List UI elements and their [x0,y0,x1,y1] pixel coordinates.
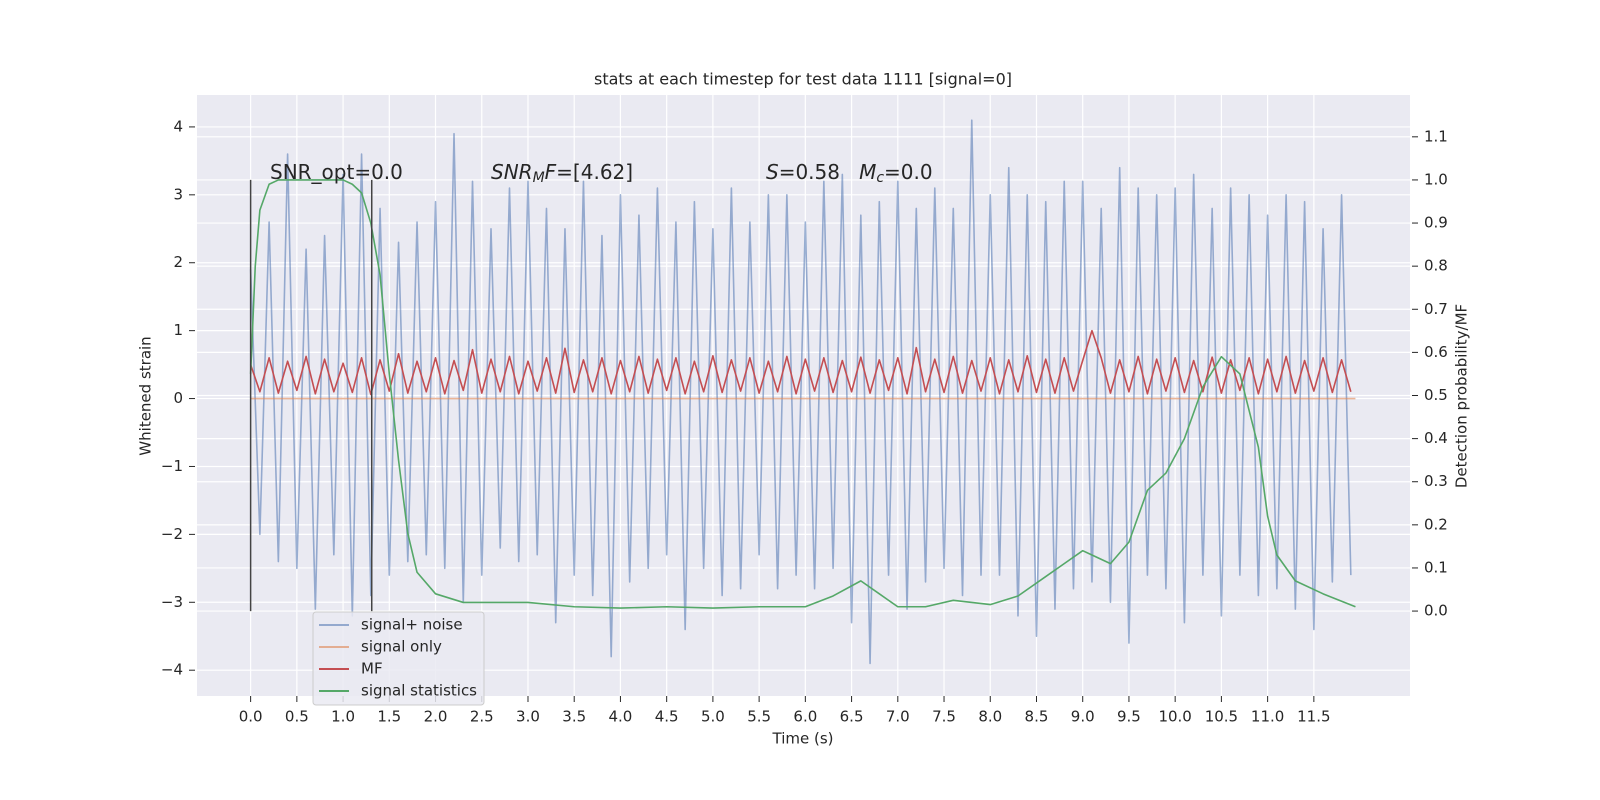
x-tick-label: 5.5 [747,708,771,726]
chart-title: stats at each timestep for test data 111… [594,70,1012,89]
x-tick-label: 3.5 [562,708,586,726]
x-tick-label: 0.0 [239,708,263,726]
legend-label: MF [361,660,383,678]
x-tick-label: 11.5 [1297,708,1330,726]
x-tick-label: 10.5 [1205,708,1238,726]
y-tick-label: 4 [173,117,183,135]
x-tick-label: 2.0 [424,708,448,726]
y2-tick-label: 0.5 [1424,386,1448,404]
x-tick-label: 6.0 [793,708,817,726]
y2-tick-label: 0.4 [1424,429,1448,447]
x-tick-label: 9.5 [1117,708,1141,726]
annotation-part: =0.58 [779,160,859,184]
x-tick-label: 8.0 [978,708,1002,726]
y2-tick-label: 0.1 [1424,558,1448,576]
annotation-part: =0.0 [884,160,933,184]
y2-tick-label: 1.1 [1424,127,1448,145]
y-axis-label: Whitened strain [137,336,155,455]
annotation-part: M [533,170,545,186]
x-tick-label: 4.0 [609,708,633,726]
series-line [249,179,1356,609]
x-tick-label: 7.5 [932,708,956,726]
annotation-part: c [876,170,884,186]
y2-tick-label: 0.2 [1424,515,1448,533]
x-tick-label: 6.5 [840,708,864,726]
x-tick-label: 3.0 [516,708,540,726]
legend-label: signal+ noise [361,616,463,634]
series-line [249,329,1352,396]
x-tick-label: 8.5 [1025,708,1049,726]
x-tick-label: 1.5 [377,708,401,726]
x-tick-label: 10.0 [1158,708,1191,726]
y-tick-label: 3 [173,185,183,203]
annotation: SNRMF=[4.62] [491,160,633,187]
y2-tick-label: 0.8 [1424,257,1448,275]
x-tick-label: 9.0 [1071,708,1095,726]
y2-tick-label: 1.0 [1424,170,1448,188]
annotation-part: F [545,160,557,184]
annotation-part: SNR_opt=0.0 [270,160,403,184]
y-tick-label: −4 [161,661,183,679]
legend-label: signal only [361,638,442,656]
y-tick-label: −2 [161,525,183,543]
y-tick-label: −3 [161,593,183,611]
x-tick-label: 5.0 [701,708,725,726]
y2-tick-label: 0.3 [1424,472,1448,490]
y2-tick-label: 0.9 [1424,214,1448,232]
y-tick-label: 2 [173,253,183,271]
y2-axis-label: Detection probability/MF [1453,304,1471,488]
y2-tick-label: 0.6 [1424,343,1448,361]
x-tick-label: 11.0 [1251,708,1284,726]
legend-box [312,611,485,706]
annotation: S=0.58 Mc=0.0 [766,160,933,187]
y-tick-label: 0 [173,389,183,407]
x-tick-label: 4.5 [655,708,679,726]
x-tick-label: 0.5 [285,708,309,726]
x-tick-label: 1.0 [331,708,355,726]
annotation-part: SNR [491,160,533,184]
annotation-part: =[4.62] [556,160,633,184]
y-tick-label: −1 [161,457,183,475]
annotation-part: M [859,160,876,184]
y-tick-label: 1 [173,321,183,339]
annotation: SNR_opt=0.0 [270,160,403,184]
x-tick-label: 2.5 [470,708,494,726]
legend-label: signal statistics [361,682,477,700]
x-axis-label: Time (s) [772,730,834,748]
y2-tick-label: 0.7 [1424,300,1448,318]
y2-tick-label: 0.0 [1424,602,1448,620]
annotation-part: S [766,160,779,184]
x-tick-label: 7.0 [886,708,910,726]
